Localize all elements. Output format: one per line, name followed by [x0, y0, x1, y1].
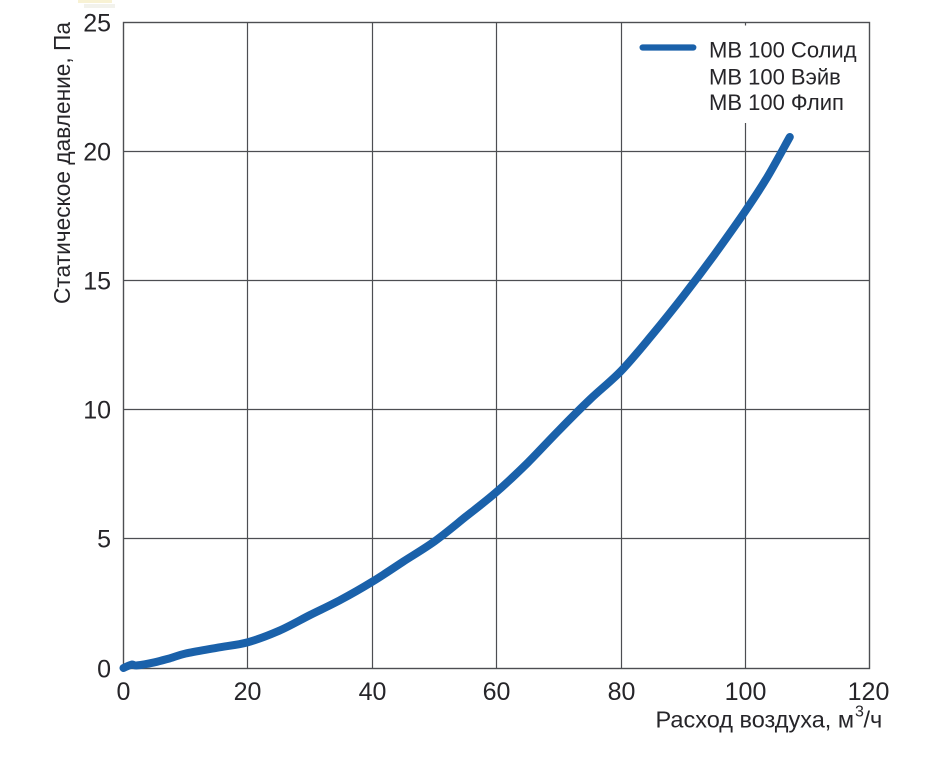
svg-text:40: 40	[359, 678, 387, 706]
svg-text:МВ 100 Вэйв: МВ 100 Вэйв	[709, 64, 841, 89]
svg-text:25: 25	[83, 10, 111, 38]
svg-text:0: 0	[117, 678, 131, 706]
svg-text:МВ 100 Флип: МВ 100 Флип	[709, 90, 844, 115]
svg-text:80: 80	[608, 678, 636, 706]
svg-text:20: 20	[83, 139, 111, 167]
svg-text:100: 100	[725, 678, 767, 706]
svg-text:20: 20	[234, 678, 262, 706]
svg-text:10: 10	[83, 397, 111, 425]
svg-text:5: 5	[97, 526, 111, 554]
svg-text:0: 0	[97, 656, 111, 684]
svg-text:Статическое давление, Па: Статическое давление, Па	[49, 22, 75, 304]
svg-text:/ч: /ч	[864, 707, 883, 733]
svg-text:3: 3	[855, 704, 864, 721]
svg-text:МВ 100 Солид: МВ 100 Солид	[709, 37, 857, 62]
svg-text:Расход воздуха, м: Расход воздуха, м	[656, 707, 855, 733]
svg-text:15: 15	[83, 268, 111, 296]
svg-text:120: 120	[848, 678, 890, 706]
svg-text:60: 60	[483, 678, 511, 706]
